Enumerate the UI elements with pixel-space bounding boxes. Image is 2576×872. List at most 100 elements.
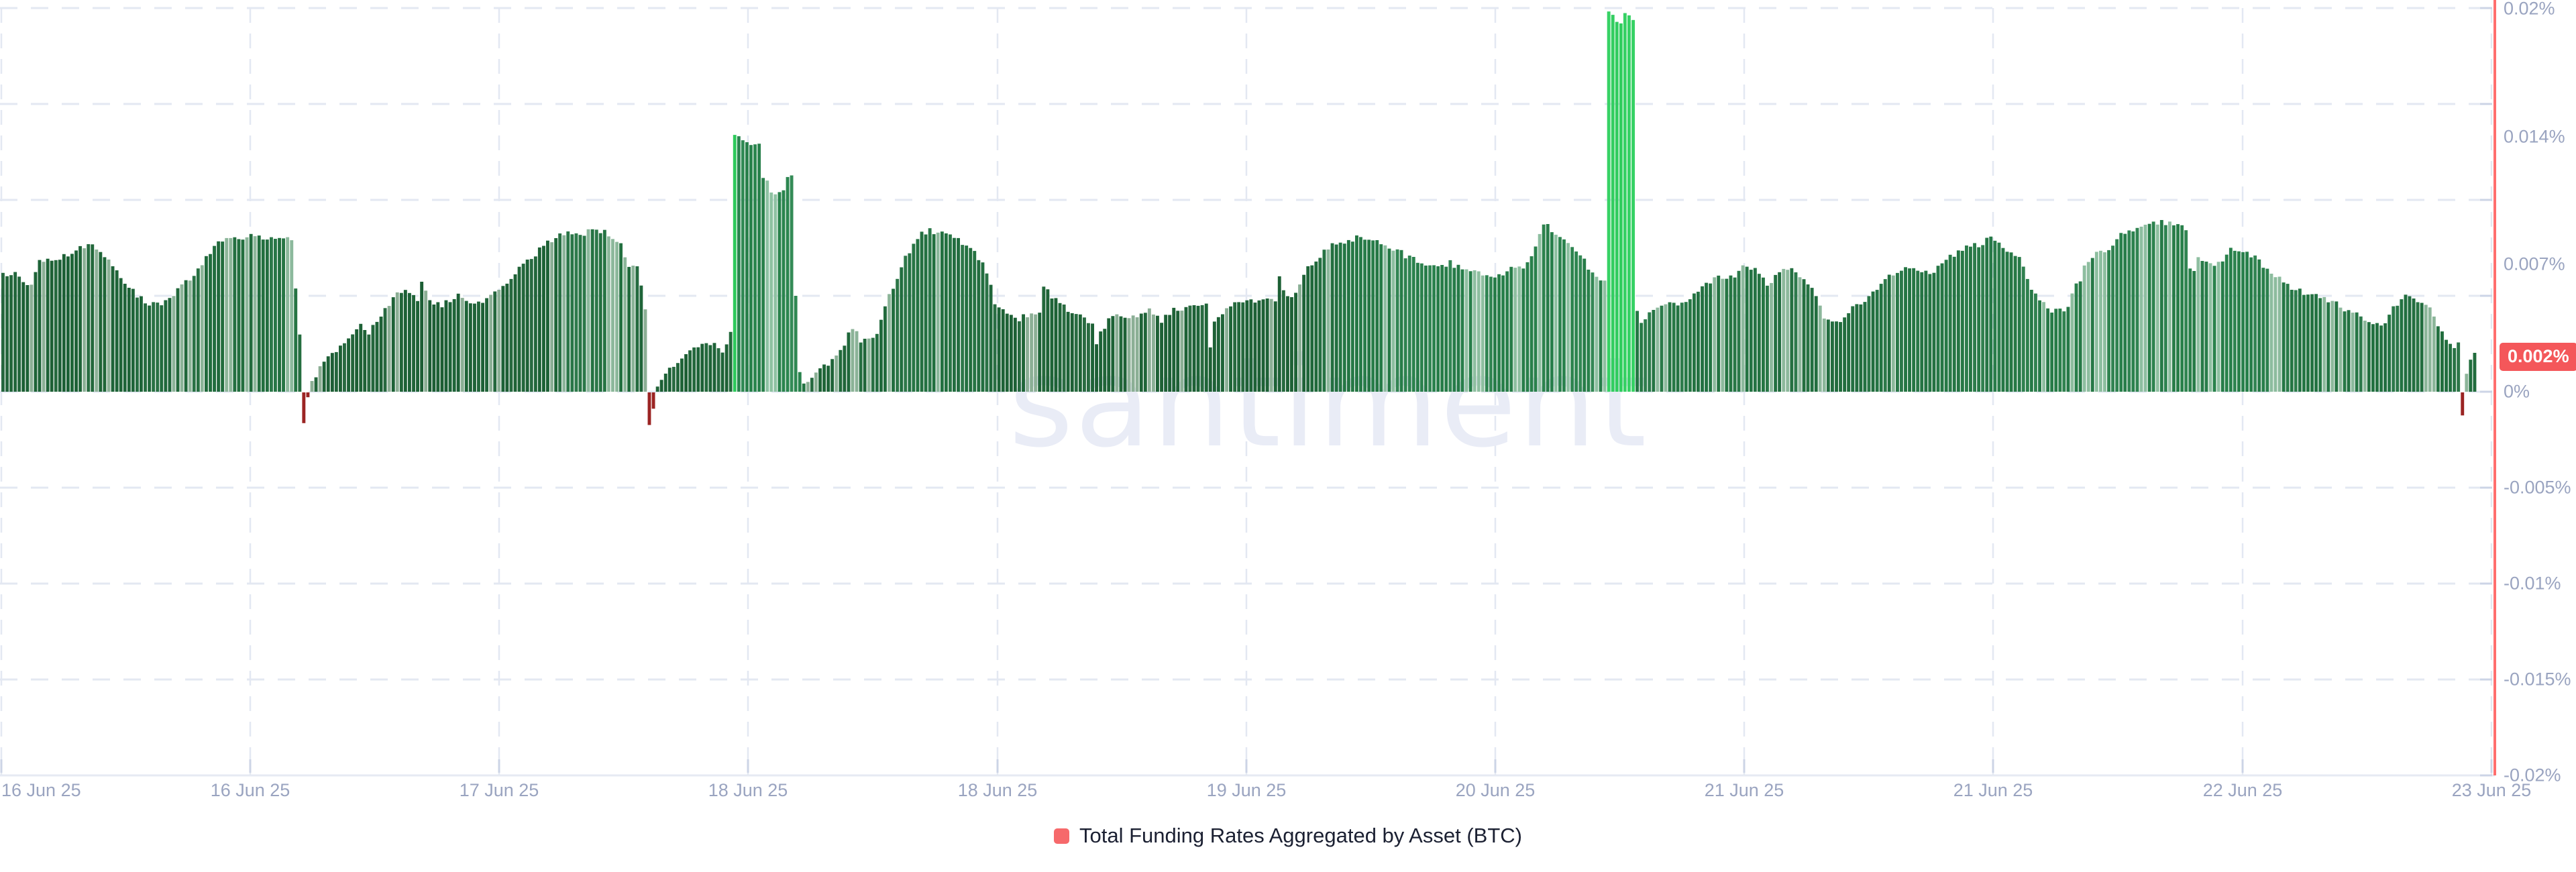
funding-bar-positive[interactable] — [1018, 321, 1021, 392]
funding-bar-positive[interactable] — [1448, 260, 1452, 392]
funding-bar-positive[interactable] — [1680, 303, 1684, 392]
funding-bar-positive[interactable] — [2428, 307, 2432, 392]
funding-bar-positive[interactable] — [1107, 318, 1111, 392]
funding-bar-positive[interactable] — [1302, 274, 1306, 392]
funding-bar-positive[interactable] — [953, 237, 956, 392]
funding-bar-positive[interactable] — [1419, 263, 1424, 392]
funding-bar-positive[interactable] — [2379, 325, 2383, 392]
funding-bar-positive[interactable] — [395, 292, 399, 392]
funding-bar-positive[interactable] — [399, 292, 403, 392]
funding-bar-positive[interactable] — [115, 270, 119, 392]
funding-bar-positive[interactable] — [2188, 268, 2192, 392]
funding-bar-positive[interactable] — [408, 292, 411, 392]
funding-bar-positive[interactable] — [521, 264, 525, 392]
funding-bar-positive[interactable] — [969, 248, 973, 392]
funding-bar-positive[interactable] — [1233, 302, 1237, 392]
funding-bar-positive[interactable] — [1269, 298, 1273, 392]
funding-bar-positive[interactable] — [1391, 250, 1395, 392]
funding-bar-positive[interactable] — [13, 272, 17, 392]
funding-bar-positive[interactable] — [1127, 318, 1131, 392]
funding-bar-positive[interactable] — [1782, 268, 1786, 392]
funding-bar-positive[interactable] — [818, 368, 822, 392]
funding-bar-positive[interactable] — [1046, 289, 1050, 392]
funding-bar-positive[interactable] — [1139, 313, 1143, 392]
funding-bar-positive[interactable] — [1753, 268, 1757, 392]
funding-bar-positive[interactable] — [1050, 298, 1054, 392]
funding-bar-positive[interactable] — [1042, 286, 1046, 392]
funding-bar-positive[interactable] — [1871, 291, 1875, 392]
funding-bar-positive[interactable] — [180, 284, 184, 392]
funding-bar-positive[interactable] — [2375, 323, 2379, 392]
funding-bar-positive[interactable] — [546, 240, 549, 392]
funding-bar-positive[interactable] — [859, 342, 863, 392]
funding-bar-positive[interactable] — [436, 302, 440, 392]
funding-bar-positive[interactable] — [330, 353, 334, 392]
funding-bar-positive[interactable] — [2151, 221, 2155, 392]
funding-bar-positive[interactable] — [2261, 268, 2265, 392]
funding-bar-positive[interactable] — [1513, 268, 1517, 392]
funding-bar-positive[interactable] — [286, 237, 290, 392]
funding-bar-positive[interactable] — [883, 306, 887, 392]
funding-bar-positive[interactable] — [1005, 313, 1009, 392]
funding-bar-positive[interactable] — [1672, 303, 1676, 392]
funding-bar-positive[interactable] — [1468, 271, 1472, 392]
funding-bar-positive[interactable] — [452, 298, 456, 392]
funding-bar-positive[interactable] — [1855, 304, 1859, 392]
funding-bar-positive[interactable] — [847, 332, 851, 392]
funding-bar-positive[interactable] — [2269, 274, 2273, 392]
funding-bar-positive[interactable] — [265, 239, 269, 392]
funding-bar-positive[interactable] — [91, 244, 95, 392]
funding-bar-positive[interactable] — [888, 294, 891, 392]
funding-bar-positive[interactable] — [468, 303, 472, 392]
funding-bar-positive[interactable] — [1570, 247, 1574, 392]
funding-bar-positive[interactable] — [1920, 272, 1924, 392]
funding-bar-positive[interactable] — [477, 301, 480, 392]
funding-bar-positive[interactable] — [1188, 305, 1192, 392]
funding-bar-positive[interactable] — [1359, 237, 1362, 392]
funding-bar-positive[interactable] — [1582, 258, 1587, 392]
funding-bar-positive[interactable] — [464, 301, 468, 392]
funding-bar-positive[interactable] — [192, 276, 196, 392]
funding-bar-positive[interactable] — [582, 235, 586, 392]
funding-bar-positive[interactable] — [1387, 248, 1391, 392]
funding-bar-positive[interactable] — [282, 238, 285, 392]
funding-bar-positive[interactable] — [623, 257, 627, 392]
funding-bar-positive[interactable] — [2245, 252, 2249, 392]
funding-bar-positive[interactable] — [2204, 262, 2208, 392]
funding-bar-positive[interactable] — [1216, 317, 1220, 392]
funding-bar-positive[interactable] — [1119, 316, 1123, 392]
funding-bar-positive[interactable] — [578, 235, 582, 392]
funding-bar-positive[interactable] — [144, 303, 147, 392]
funding-bar-positive[interactable] — [2029, 290, 2033, 392]
funding-bar-positive[interactable] — [1940, 263, 1944, 392]
funding-bar-positive[interactable] — [611, 239, 614, 392]
funding-bar-positive[interactable] — [1403, 258, 1407, 392]
funding-bar-positive[interactable] — [517, 266, 521, 392]
funding-bar-positive[interactable] — [2001, 248, 2005, 392]
funding-bar-positive[interactable] — [2135, 227, 2139, 392]
funding-bar-positive[interactable] — [1054, 298, 1058, 392]
funding-bar-positive[interactable] — [1900, 270, 1903, 392]
funding-bar-positive[interactable] — [2229, 248, 2233, 392]
funding-bar-positive[interactable] — [387, 306, 391, 392]
funding-bar-positive[interactable] — [249, 233, 253, 392]
funding-bar-positive[interactable] — [1212, 321, 1216, 392]
funding-bar-positive[interactable] — [615, 241, 619, 392]
funding-bar-positive[interactable] — [270, 237, 273, 392]
funding-bar-positive[interactable] — [2440, 331, 2444, 392]
funding-bar-positive[interactable] — [1623, 13, 1627, 392]
funding-bar-positive[interactable] — [1472, 270, 1477, 392]
funding-bar-positive[interactable] — [1578, 255, 1582, 392]
funding-bar-positive[interactable] — [724, 344, 729, 392]
funding-bar-positive[interactable] — [2339, 307, 2343, 392]
funding-bar-positive[interactable] — [2277, 276, 2282, 392]
funding-bar-positive[interactable] — [1697, 291, 1700, 392]
funding-bar-positive[interactable] — [1566, 243, 1570, 392]
funding-bar-positive[interactable] — [497, 290, 501, 392]
funding-bar-positive[interactable] — [1, 272, 5, 392]
funding-bar-positive[interactable] — [2062, 311, 2066, 392]
funding-bar-positive[interactable] — [1428, 265, 1432, 392]
funding-bar-positive[interactable] — [957, 237, 960, 392]
funding-bar-positive[interactable] — [245, 237, 249, 392]
funding-bar-positive[interactable] — [1355, 235, 1358, 392]
